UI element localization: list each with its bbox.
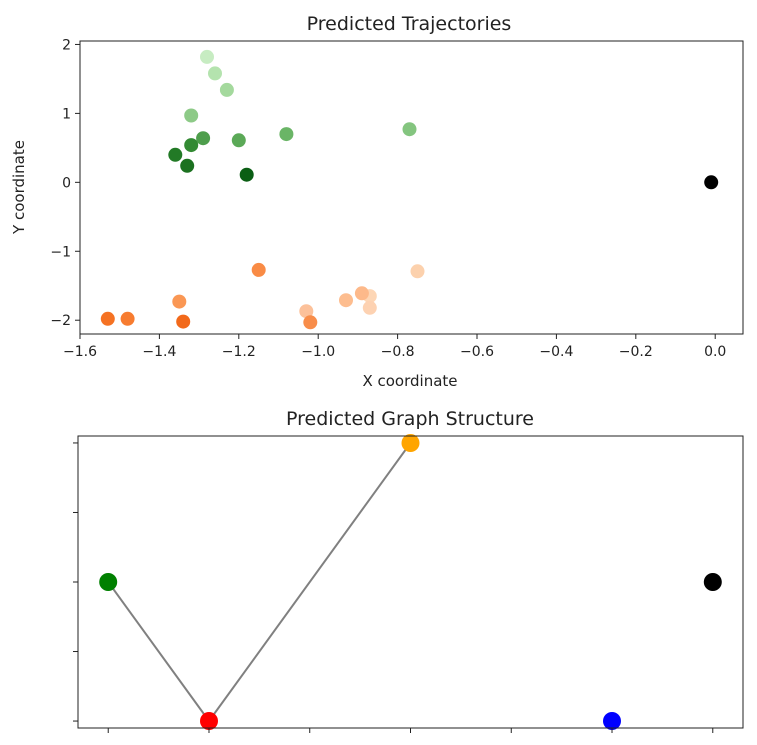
trajectory-point-orange-8 [172,294,187,309]
trajectory-point-orange-9 [100,311,115,326]
graph-node-black [703,573,722,591]
trajectories-plot-frame [79,40,744,335]
y-tick-label: 1 [62,106,71,122]
graph-y-axis [73,442,78,722]
trajectory-point-green-2 [219,82,234,97]
x-tick-label: −0.8 [381,344,415,360]
graph-node-blue [603,712,621,730]
x-tick-label: −1.4 [142,344,176,360]
trajectory-point-green-1 [208,66,222,81]
trajectory-point-green-3 [184,108,199,123]
trajectory-point-green-0 [200,49,214,64]
x-tick-label: 0.0 [704,344,726,360]
y-tick-label: 0 [62,175,71,191]
trajectory-point-orange-4 [339,293,353,308]
trajectories-x-axis-label: X coordinate [362,372,457,390]
trajectory-point-green-7 [231,133,246,148]
trajectory-point-orange-10 [120,311,135,326]
trajectory-point-black-0 [704,175,719,190]
x-tick-label: −1.6 [63,344,97,360]
graph-node-orange [401,434,420,452]
y-tick-label: −2 [50,313,71,329]
graph-edge-green-red [107,581,210,722]
y-tick-label: 2 [62,37,71,53]
graph-structure-chart: Predicted Graph Structure [73,408,744,733]
graph-node-red [200,712,218,730]
y-tick-label: −1 [50,244,71,260]
x-tick-label: −0.4 [539,344,573,360]
trajectories-x-axis: −1.6 −1.4 −1.2 −1.0 −0.8 −0.6 −0.4 −0.2 0.0 [63,334,726,360]
trajectory-point-green-9 [168,147,183,162]
trajectory-point-orange-7 [251,262,266,277]
trajectory-point-green-8 [184,138,199,153]
graph-edges [107,442,412,722]
trajectories-y-axis-label: Y coordinate [10,140,28,235]
trajectory-point-orange-2 [362,300,377,315]
graph-structure-title: Predicted Graph Structure [286,408,534,430]
graph-node-green [99,573,118,591]
trajectory-point-green-6 [196,131,211,146]
trajectory-point-orange-0 [410,264,425,279]
trajectory-point-green-4 [402,122,417,137]
x-tick-label: −1.2 [222,344,256,360]
trajectory-point-orange-6 [303,315,318,330]
trajectories-title: Predicted Trajectories [307,13,512,35]
graph-edge-red-orange [208,442,412,722]
trajectory-point-green-10 [180,158,195,173]
trajectory-point-orange-3 [354,286,369,301]
x-tick-label: −1.0 [301,344,335,360]
trajectory-point-orange-5 [299,304,314,319]
trajectories-chart: Predicted Trajectories −1.6 −1.4 −1.2 −1.0−… [10,13,744,390]
graph-nodes [99,434,722,730]
x-tick-label: −0.2 [619,344,653,360]
trajectory-point-green-11 [239,167,254,182]
graph-x-axis [107,728,714,733]
trajectories-y-axis: 2 1 0 −1 −2 [50,37,80,329]
x-tick-label: −0.6 [460,344,494,360]
trajectories-marks [100,49,719,330]
trajectory-point-green-5 [279,127,294,142]
graph-structure-plot-frame [77,435,744,729]
trajectory-point-orange-11 [176,314,191,329]
